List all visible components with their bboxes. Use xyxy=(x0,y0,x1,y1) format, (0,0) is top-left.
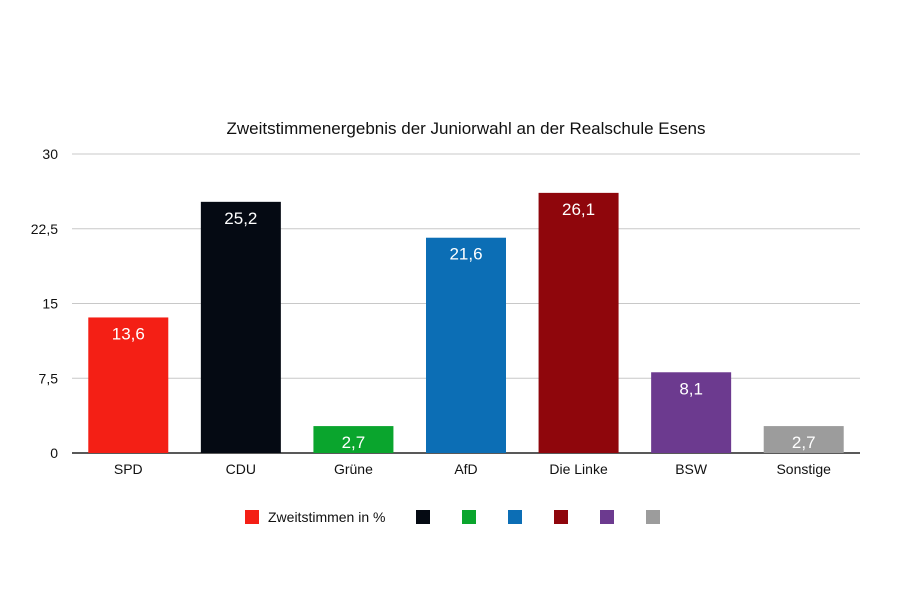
legend-item xyxy=(416,510,430,524)
y-axis-ticks: 0 7,5 15 22,5 30 xyxy=(31,146,58,461)
bar xyxy=(426,237,506,453)
x-tick-label: Grüne xyxy=(334,461,373,477)
y-tick-label: 0 xyxy=(50,445,58,461)
x-tick-label: BSW xyxy=(675,461,708,477)
data-label: 26,1 xyxy=(562,200,595,219)
legend-item xyxy=(554,510,568,524)
bar xyxy=(88,317,169,453)
legend-swatch xyxy=(554,510,568,524)
y-tick-label: 30 xyxy=(42,146,58,162)
legend: Zweitstimmen in % xyxy=(245,509,660,525)
legend-item: Zweitstimmen in % xyxy=(245,509,385,525)
legend-swatch xyxy=(646,510,660,524)
bars xyxy=(88,192,844,453)
legend-swatch xyxy=(245,510,259,524)
legend-item xyxy=(646,510,660,524)
x-tick-label: CDU xyxy=(226,461,256,477)
bar xyxy=(651,372,732,453)
bar xyxy=(763,426,844,453)
legend-swatch xyxy=(508,510,522,524)
legend-item xyxy=(508,510,522,524)
x-tick-label: Sonstige xyxy=(776,461,831,477)
bar xyxy=(200,201,281,453)
x-tick-label: AfD xyxy=(454,461,477,477)
x-tick-label: Die Linke xyxy=(549,461,608,477)
x-tick-label: SPD xyxy=(114,461,143,477)
data-label: 2,7 xyxy=(792,433,816,452)
legend-swatch xyxy=(416,510,430,524)
data-labels: 13,6 25,2 2,7 21,6 26,1 8,1 2,7 xyxy=(112,200,816,452)
y-tick-label: 15 xyxy=(42,296,58,312)
data-label: 2,7 xyxy=(342,433,366,452)
chart-title: Zweitstimmenergebnis der Juniorwahl an d… xyxy=(226,119,705,138)
legend-swatch xyxy=(462,510,476,524)
y-tick-label: 22,5 xyxy=(31,221,58,237)
legend-item xyxy=(600,510,614,524)
x-axis-ticks: SPD CDU Grüne AfD Die Linke BSW Sonstige xyxy=(114,461,831,477)
data-label: 13,6 xyxy=(112,324,145,343)
legend-label: Zweitstimmen in % xyxy=(268,509,385,525)
data-label: 21,6 xyxy=(449,245,482,264)
legend-item xyxy=(462,510,476,524)
data-label: 25,2 xyxy=(224,209,257,228)
legend-swatch xyxy=(600,510,614,524)
y-tick-label: 7,5 xyxy=(39,370,59,386)
bar xyxy=(313,426,394,453)
data-label: 8,1 xyxy=(679,379,703,398)
bar xyxy=(538,192,619,453)
